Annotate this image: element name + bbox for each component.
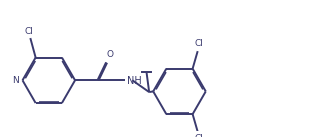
Text: O: O xyxy=(106,50,113,59)
Text: NH: NH xyxy=(127,76,141,86)
Text: Cl: Cl xyxy=(24,27,33,36)
Text: N: N xyxy=(12,76,18,85)
Text: Cl: Cl xyxy=(195,134,204,137)
Text: Cl: Cl xyxy=(195,39,204,48)
